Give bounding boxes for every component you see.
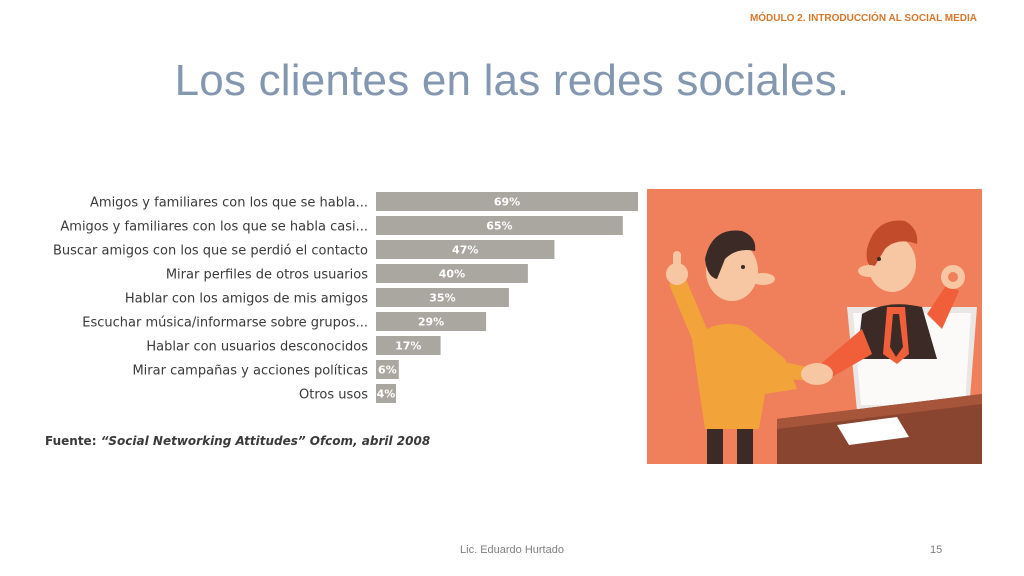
handshake-illustration bbox=[647, 189, 982, 464]
bar-value-label: 47% bbox=[452, 244, 478, 257]
chart-source: Fuente: “Social Networking Attitudes” Of… bbox=[45, 434, 430, 448]
bar-value-label: 40% bbox=[439, 268, 465, 281]
category-label: Hablar con los amigos de mis amigos bbox=[125, 292, 368, 307]
bar-value-label: 4% bbox=[377, 388, 396, 401]
bar bbox=[376, 336, 441, 355]
category-label: Amigos y familiares con los que se habla… bbox=[90, 196, 368, 211]
bar-value-label: 6% bbox=[378, 364, 397, 377]
bar bbox=[376, 264, 528, 283]
footer-author: Lic. Eduardo Hurtado bbox=[460, 544, 564, 556]
bar-chart: Amigos y familiares con los que se habla… bbox=[53, 192, 638, 403]
module-tag: MÓDULO 2. INTRODUCCIÓN AL SOCIAL MEDIA bbox=[749, 13, 977, 24]
category-label: Mirar campañas y acciones políticas bbox=[132, 364, 368, 379]
bar-value-label: 17% bbox=[395, 340, 421, 353]
source-citation: “Social Networking Attitudes” Ofcom, abr… bbox=[100, 434, 431, 448]
category-label: Mirar perfiles de otros usuarios bbox=[166, 268, 368, 283]
slide-title: Los clientes en las redes sociales. bbox=[174, 56, 850, 105]
category-label: Buscar amigos con los que se perdió el c… bbox=[53, 244, 368, 259]
source-prefix: Fuente: bbox=[45, 434, 101, 448]
bar bbox=[376, 360, 399, 379]
page-number: 15 bbox=[930, 544, 943, 556]
bar bbox=[376, 384, 396, 403]
bar bbox=[376, 192, 638, 211]
bar bbox=[376, 216, 623, 235]
category-label: Otros usos bbox=[299, 388, 368, 403]
bar-value-label: 35% bbox=[429, 292, 455, 305]
category-label: Amigos y familiares con los que se habla… bbox=[60, 220, 368, 235]
bar bbox=[376, 312, 487, 331]
bar bbox=[376, 240, 555, 259]
category-label: Hablar con usuarios desconocidos bbox=[146, 340, 368, 355]
bar bbox=[376, 288, 509, 307]
category-label: Escuchar música/informarse sobre grupos.… bbox=[82, 316, 368, 331]
bar-value-label: 29% bbox=[418, 316, 444, 329]
bar-value-label: 69% bbox=[494, 196, 520, 209]
bar-value-label: 65% bbox=[486, 220, 512, 233]
